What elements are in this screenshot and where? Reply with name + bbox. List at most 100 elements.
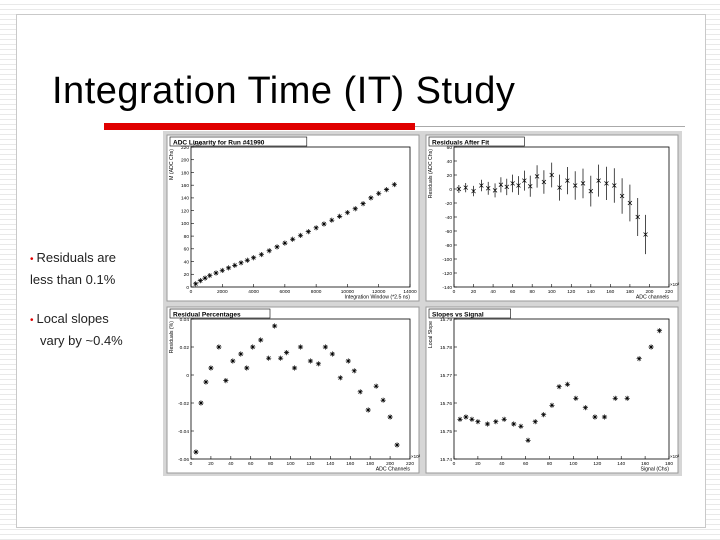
residual-pct-point xyxy=(345,358,351,364)
slopes-ytick-label: 15.77 xyxy=(440,373,452,379)
slopes-ytick-label: 15.78 xyxy=(440,345,452,351)
residual-pct-xtick-label: 80 xyxy=(268,461,274,467)
slopes-xtick-label: 80 xyxy=(547,461,553,467)
slopes-xtick-label: 60 xyxy=(523,461,529,467)
linearity-ylabel: M (ADC Chs) xyxy=(169,149,175,180)
slopes-point xyxy=(601,414,608,420)
linearity-point xyxy=(297,232,304,239)
linearity-point xyxy=(376,190,382,197)
residual-pct-point xyxy=(365,407,371,413)
linearity-point xyxy=(313,225,319,231)
residual-pct-xtick-label: 140 xyxy=(326,461,334,467)
slopes-point xyxy=(484,421,491,427)
residual-pct-point xyxy=(223,378,229,384)
residual-pct-point xyxy=(272,323,278,329)
slopes-xtick-label: 0 xyxy=(453,461,456,467)
residuals-xtick-label: 80 xyxy=(530,289,536,295)
residual-pct-chart: Residual Percentages 0 20 40 60 80 100 120 140 16… xyxy=(166,306,421,474)
residuals-point xyxy=(635,198,640,236)
linearity-point xyxy=(321,221,327,227)
slopes-point xyxy=(549,402,555,408)
residuals-xtick-label: 40 xyxy=(490,289,496,295)
linearity-xtick-label: 12000 xyxy=(372,289,386,295)
slide-title: Integration Time (IT) Study xyxy=(52,70,516,112)
residual-pct-x-exponent: ×10³ xyxy=(411,454,421,459)
slopes-panel xyxy=(425,306,679,474)
residual-pct-xtick-label: 180 xyxy=(366,461,374,467)
linearity-point xyxy=(244,257,250,263)
residual-pct-point xyxy=(387,414,393,420)
residual-pct-point xyxy=(244,365,250,371)
residuals-point xyxy=(580,168,586,199)
residuals-ytick-label: -140 xyxy=(442,285,452,291)
residuals-point xyxy=(485,181,491,195)
slopes-ylabel: Local Slope xyxy=(428,321,434,348)
residuals-point xyxy=(504,178,510,196)
linearity-ytick-label: 220 xyxy=(181,145,189,151)
linearity-ytick-label: 180 xyxy=(181,170,189,176)
slopes-point xyxy=(648,344,654,350)
residuals-ytick-label: -60 xyxy=(445,229,452,235)
linearity-point xyxy=(207,272,213,279)
residuals-xtick-label: 0 xyxy=(453,289,456,295)
residuals-point xyxy=(479,179,484,192)
linearity-ytick-label: 0 xyxy=(186,285,189,291)
linearity-point xyxy=(266,248,272,254)
linearity-point xyxy=(258,251,264,258)
residual-pct-xtick-label: 120 xyxy=(306,461,314,467)
residuals-ytick-label: -20 xyxy=(445,201,452,207)
linearity-xtick-label: 0 xyxy=(190,289,193,295)
slopes-point xyxy=(501,416,507,422)
residuals-point xyxy=(498,177,504,193)
linearity-point xyxy=(360,201,366,207)
residuals-point xyxy=(541,170,547,194)
slopes-point xyxy=(475,419,481,425)
residual-pct-ytick-label: 0.04 xyxy=(180,317,190,323)
linearity-ytick-label: 200 xyxy=(181,158,189,164)
residuals-point xyxy=(557,174,562,201)
residuals-xtick-label: 200 xyxy=(645,289,653,295)
linearity-y-exponent: ×10³ xyxy=(193,142,203,147)
residual-pct-point xyxy=(208,365,214,371)
residuals-point xyxy=(463,183,468,193)
linearity-plot-frame xyxy=(190,146,411,288)
slopes-ytick-label: 15.74 xyxy=(440,457,452,463)
linearity-point xyxy=(383,187,390,193)
linearity-point xyxy=(368,195,374,201)
slopes-point xyxy=(573,395,579,401)
residuals-panel xyxy=(425,134,679,302)
residuals-point xyxy=(456,185,462,193)
residual-pct-xtick-label: 220 xyxy=(406,461,414,467)
linearity-point xyxy=(344,209,351,216)
linearity-xtick-label: 4000 xyxy=(248,289,259,295)
residual-pct-ylabel: Residuals (%) xyxy=(169,321,175,354)
slopes-point xyxy=(457,416,463,422)
slopes-point xyxy=(592,414,598,420)
linearity-point xyxy=(290,236,296,242)
residuals-point xyxy=(549,162,554,188)
slopes-point xyxy=(636,356,642,362)
slopes-point xyxy=(463,414,469,420)
residual-pct-xtick-label: 200 xyxy=(386,461,394,467)
slopes-point xyxy=(656,328,663,334)
slopes-chart: Slopes vs Signal 0 20 40 60 80 100 120 140 160 180… xyxy=(425,306,680,474)
plots-figure: ADC Linearity for Run #41990 0 2000 4000 600… xyxy=(163,131,682,476)
linearity-ytick-label: 160 xyxy=(181,183,189,189)
residual-pct-title: Residual Percentages xyxy=(173,312,241,319)
linearity-xtick-label: 10000 xyxy=(341,289,355,295)
residuals-xtick-label: 100 xyxy=(548,289,556,295)
residuals-title: Residuals After Fit xyxy=(432,140,490,147)
slopes-point xyxy=(540,412,547,418)
residual-pct-point xyxy=(307,358,314,364)
bullet-slopes-line1: Local slopes xyxy=(36,311,109,326)
bullet-residuals-line2: less than 0.1% xyxy=(30,272,116,287)
residual-pct-plot-frame xyxy=(190,318,411,460)
residuals-point xyxy=(522,170,527,191)
linearity-ytick-label: 120 xyxy=(181,208,189,214)
slopes-xtick-label: 40 xyxy=(499,461,505,467)
slopes-plot-frame xyxy=(453,318,670,460)
slopes-xtick-label: 20 xyxy=(475,461,481,467)
residuals-point xyxy=(572,171,578,200)
residual-pct-point xyxy=(193,449,199,455)
slopes-point xyxy=(582,405,588,411)
